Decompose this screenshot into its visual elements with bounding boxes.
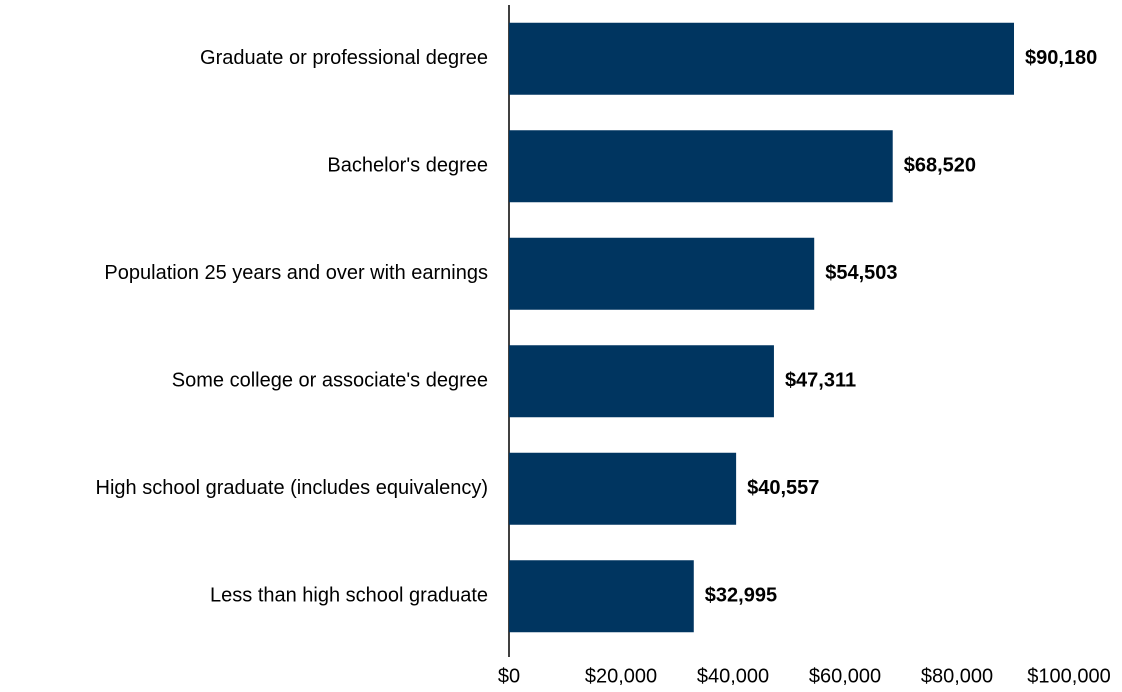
x-tick-label: $60,000	[809, 665, 881, 687]
bar	[509, 452, 737, 525]
y-tick-label: Some college or associate's degree	[172, 370, 488, 392]
y-tick-label: Less than high school graduate	[210, 585, 488, 607]
value-label: $54,503	[825, 262, 897, 284]
value-label: $32,995	[705, 585, 777, 607]
y-tick-label: Graduate or professional degree	[200, 47, 488, 69]
value-label: $47,311	[785, 370, 856, 392]
bar	[509, 130, 893, 203]
x-tick-label: $0	[498, 665, 520, 687]
y-tick-label: Population 25 years and over with earnin…	[104, 262, 488, 284]
x-tick-label: $100,000	[1027, 665, 1110, 687]
y-tick-label: Bachelor's degree	[327, 155, 488, 177]
x-tick-label: $40,000	[697, 665, 769, 687]
value-label: $68,520	[904, 155, 976, 177]
y-tick-label: High school graduate (includes equivalen…	[96, 477, 488, 499]
x-tick-label: $80,000	[921, 665, 993, 687]
bar	[509, 345, 774, 418]
value-label: $40,557	[747, 477, 819, 499]
x-tick-label: $20,000	[585, 665, 657, 687]
bar	[509, 237, 815, 310]
bar	[509, 560, 694, 633]
bar	[509, 22, 1015, 95]
value-label: $90,180	[1025, 47, 1097, 69]
